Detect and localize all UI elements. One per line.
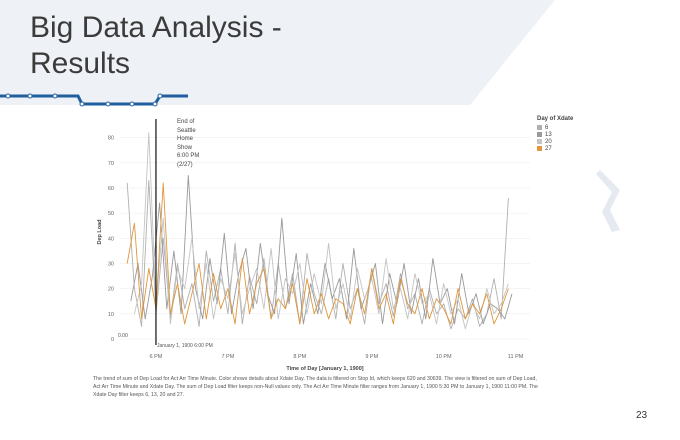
series-line-20 (133, 132, 509, 330)
y-axis-label: Dep Load (97, 219, 103, 244)
slide-title-line1: Big Data Analysis - (30, 11, 282, 44)
legend-label: 13 (545, 131, 552, 138)
y-tick-label: 0 (111, 337, 114, 343)
legend-item: 6 (537, 124, 573, 131)
chart-legend: Day of Xdate 6 13 20 27 (537, 116, 573, 152)
legend-title: Day of Xdate (537, 116, 574, 122)
x-tick-label: 6 PM (150, 354, 163, 360)
series-line-27 (126, 182, 509, 325)
y-tick-label: 50 (108, 211, 114, 217)
legend-swatch (537, 132, 542, 137)
legend-swatch (537, 139, 542, 144)
legend-swatch (537, 146, 542, 151)
annotation-line: 6:00 PM (177, 153, 200, 159)
slide-title: Big Data Analysis - Results (30, 10, 282, 82)
y-tick-label: 30 (108, 261, 114, 267)
annotation-box: End of Seattle Home Show 6:00 PM (2/27) (177, 118, 212, 169)
reference-line-label: January 1, 1900 6:00 PM (157, 343, 213, 349)
annotation-line: (2/27) (177, 161, 193, 168)
x-tick-label: 9 PM (365, 354, 378, 360)
legend-swatch (537, 125, 542, 130)
annotation-line: Seattle (177, 127, 196, 134)
legend-item: 13 (537, 131, 573, 138)
x-tick-label: 8 PM (293, 354, 306, 360)
slide-title-line2: Results (30, 47, 131, 80)
legend-label: 27 (545, 145, 552, 152)
chart-card: 0 10 20 30 40 50 60 70 80 6 PM 7 PM 8 PM 9 PM 10 PM 11… (90, 115, 587, 398)
annotation-line: Show (177, 144, 193, 151)
y-tick-label: 20 (108, 287, 114, 293)
x-tick-label: 7 PM (221, 354, 234, 360)
x-axis-label: Time of Day [January 1, 1900] (286, 366, 363, 372)
y-tick-label: 40 (108, 236, 114, 242)
x-tick-label: 10 PM (436, 354, 452, 360)
decorative-circuit-line (0, 93, 188, 107)
series-line-13 (130, 174, 513, 325)
legend-label: 6 (545, 124, 549, 131)
page-number: 23 (636, 410, 648, 421)
annotation-line: Home (177, 136, 194, 142)
y-tick-label: 60 (108, 186, 114, 192)
legend-item: 20 (537, 138, 573, 145)
line-chart: 0 10 20 30 40 50 60 70 80 6 PM 7 PM 8 PM 9 PM 10 PM 11… (97, 119, 530, 372)
x-tick-label: 11 PM (508, 354, 524, 360)
legend-item: 27 (537, 145, 573, 152)
y-tick-label: 10 (108, 312, 114, 318)
y-tick-label: 70 (108, 161, 114, 167)
zero-label: 0.00 (118, 333, 128, 339)
annotation-line: End of (177, 119, 195, 125)
legend-label: 20 (545, 138, 552, 145)
y-tick-label: 80 (108, 136, 114, 142)
chart-caption: The trend of sum of Dep Load for Act Arr… (93, 376, 538, 398)
